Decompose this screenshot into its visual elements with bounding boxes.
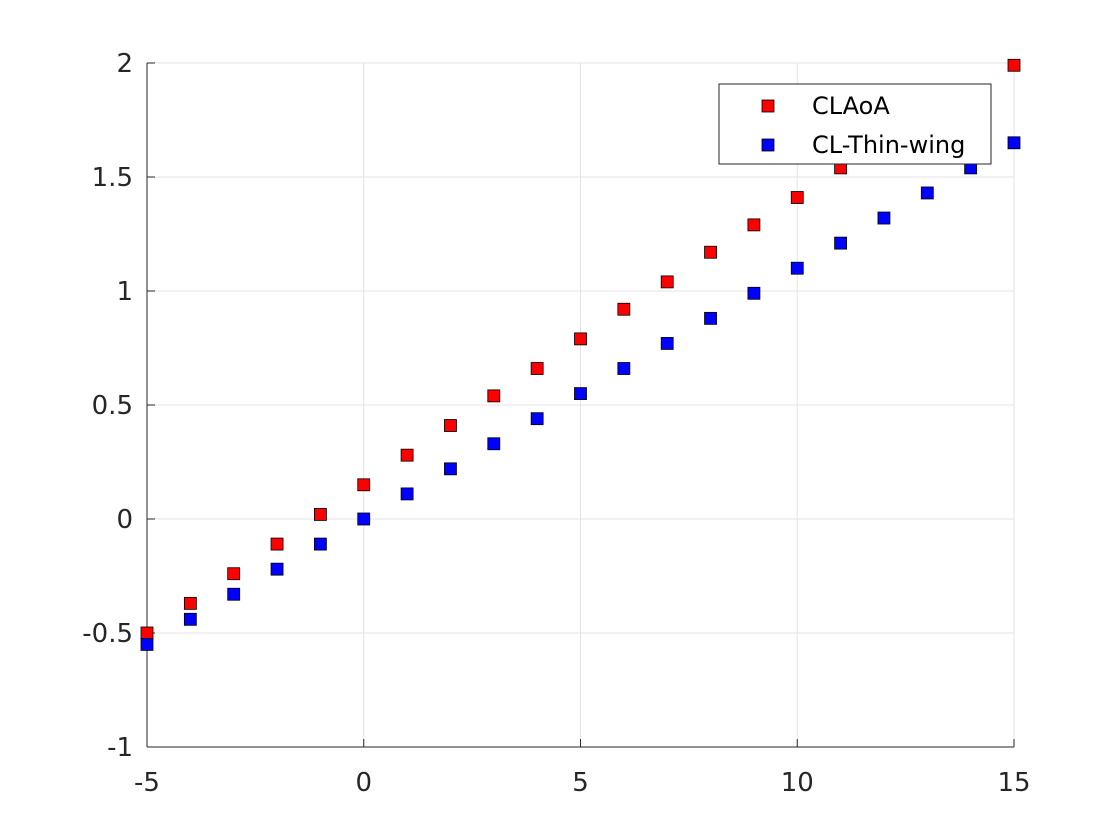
point-claoa-1 <box>183 596 197 610</box>
x-tick-label: -5 <box>134 768 160 798</box>
point-cl-thin-wing-15 <box>790 261 804 275</box>
point-cl-thin-wing-1 <box>183 612 197 626</box>
point-cl-thin-wing-4 <box>313 537 327 551</box>
x-tick-label: 10 <box>781 768 814 798</box>
y-tick-label: 0.5 <box>92 391 133 421</box>
grid <box>146 62 1015 748</box>
legend-marker-claoa <box>761 99 775 113</box>
point-claoa-7 <box>444 419 457 432</box>
point-claoa-6 <box>400 448 414 462</box>
point-claoa-10 <box>574 332 587 346</box>
point-claoa-15 <box>790 191 804 204</box>
point-claoa-9 <box>530 362 544 375</box>
point-cl-thin-wing-2 <box>227 587 241 601</box>
data-points <box>140 58 1021 651</box>
legend: CLAoA CL-Thin-wing <box>718 83 992 165</box>
point-cl-thin-wing-8 <box>487 437 501 451</box>
point-cl-thin-wing-16 <box>834 236 847 250</box>
tick-labels: -5 0 5 10 15 -1 -0.5 0 0.5 1 1.5 2 <box>82 49 1030 798</box>
point-cl-thin-wing-17 <box>877 211 891 225</box>
y-tick-label: 1 <box>116 277 133 307</box>
point-claoa-11 <box>617 302 631 316</box>
y-tick-label: -1 <box>107 733 133 763</box>
point-cl-thin-wing-20 <box>1007 136 1021 150</box>
x-tick-label: 15 <box>997 768 1030 798</box>
point-cl-thin-wing-18 <box>920 186 934 200</box>
point-cl-thin-wing-5 <box>357 512 371 526</box>
y-tick-label: -0.5 <box>82 619 133 649</box>
x-tick-label: 5 <box>572 768 589 798</box>
point-cl-thin-wing-11 <box>617 362 631 375</box>
x-tick-label: 0 <box>355 768 372 798</box>
y-tick-label: 2 <box>116 49 133 79</box>
point-claoa-2 <box>227 567 241 581</box>
legend-label-cl-thin-wing: CL-Thin-wing <box>812 131 965 159</box>
point-claoa-17 <box>1007 58 1021 72</box>
legend-marker-cl-thin-wing <box>761 138 775 152</box>
point-claoa-5 <box>357 478 371 492</box>
point-claoa-0 <box>140 626 154 640</box>
point-claoa-12 <box>660 275 674 289</box>
point-claoa-13 <box>704 245 717 259</box>
point-cl-thin-wing-3 <box>270 562 284 576</box>
point-cl-thin-wing-10 <box>574 387 587 401</box>
point-cl-thin-wing-12 <box>660 337 674 350</box>
point-cl-thin-wing-14 <box>747 286 761 300</box>
legend-label-claoa: CLAoA <box>812 92 890 120</box>
point-claoa-3 <box>270 537 284 551</box>
y-tick-label: 1.5 <box>92 163 133 193</box>
point-cl-thin-wing-7 <box>444 462 457 476</box>
point-claoa-14 <box>747 218 761 232</box>
point-claoa-4 <box>313 508 327 521</box>
point-claoa-8 <box>487 389 501 403</box>
point-cl-thin-wing-13 <box>704 311 717 325</box>
point-cl-thin-wing-0 <box>140 638 154 651</box>
y-tick-label: 0 <box>116 505 133 535</box>
point-cl-thin-wing-6 <box>400 487 414 501</box>
point-cl-thin-wing-9 <box>530 412 544 426</box>
